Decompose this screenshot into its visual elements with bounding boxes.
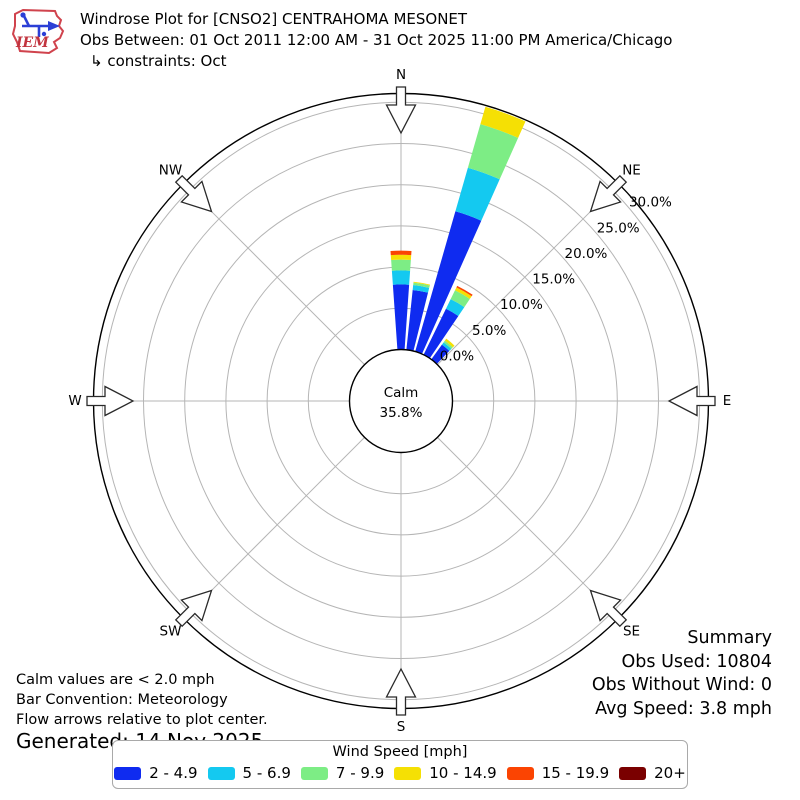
footnotes-block: Calm values are < 2.0 mph Bar Convention… <box>16 670 268 751</box>
flow-arrow <box>385 667 417 716</box>
obs-used: Obs Used: 10804 <box>621 651 773 672</box>
calm-label: Calm <box>384 385 419 401</box>
flow-arrow <box>589 589 628 628</box>
iem-logo: IEM <box>11 8 65 55</box>
legend-items: 2 - 4.9 5 - 6.9 7 - 9.9 10 - 14.9 15 - 1… <box>113 764 687 782</box>
legend-label: 10 - 14.9 <box>429 764 497 782</box>
wind-petal-segment <box>444 338 455 348</box>
wind-petal-segment <box>455 167 500 221</box>
obs-range-subtitle: Obs Between: 01 Oct 2011 12:00 AM - 31 O… <box>80 31 673 49</box>
summary-block: Summary Obs Used: 10804 Obs Without Wind… <box>592 627 772 721</box>
grid-spoke <box>437 183 619 365</box>
grid-spoke <box>437 437 619 619</box>
vane-cup <box>41 31 47 37</box>
ring-label: 25.0% <box>597 220 640 236</box>
logo-text: IEM <box>15 35 49 51</box>
weather-vane-icon <box>22 15 50 37</box>
wind-petal-segment <box>390 250 412 256</box>
ring-label: 5.0% <box>472 323 506 339</box>
wind-petal-segment <box>391 270 411 285</box>
ring-label: 10.0% <box>500 297 543 313</box>
flow-arrow <box>174 174 213 213</box>
legend-label: 5 - 6.9 <box>242 764 291 782</box>
wind-petal-segment <box>441 342 452 351</box>
compass-label: SW <box>160 624 182 640</box>
wind-petal-segment <box>450 290 470 308</box>
grid-spoke <box>183 183 365 365</box>
compass-label: W <box>68 393 81 409</box>
wind-petal-segment <box>412 285 430 293</box>
legend-item: 2 - 4.9 <box>114 764 198 782</box>
wind-petal-segment <box>443 340 453 349</box>
compass-label: NW <box>159 162 182 178</box>
header: Windrose Plot for [CNSO2] CENTRAHOMA MES… <box>80 9 672 72</box>
wind-petal-segment <box>392 284 410 350</box>
flow-arrow <box>86 385 135 417</box>
legend-swatch <box>394 766 422 780</box>
wind-petal-segment <box>423 308 459 359</box>
wind-petal-segment <box>406 289 429 352</box>
page-title: Windrose Plot for [CNSO2] CENTRAHOMA MES… <box>80 10 468 28</box>
legend-swatch <box>207 766 235 780</box>
grid-spoke <box>183 437 365 619</box>
wind-petal-segment <box>413 281 431 286</box>
summary-title: Summary <box>687 628 772 648</box>
legend-label: 15 - 19.9 <box>541 764 610 782</box>
flow-arrow <box>589 174 628 213</box>
legend-item: 15 - 19.9 <box>506 764 610 782</box>
legend-title: Wind Speed [mph] <box>332 744 468 760</box>
wind-petal-segment <box>480 106 526 138</box>
ring-label: 0.0% <box>440 348 474 364</box>
vane-cup <box>20 12 26 18</box>
flow-arrow <box>667 385 716 417</box>
wind-petal-segment <box>445 299 465 316</box>
calm-circle <box>348 348 454 454</box>
legend-item: 5 - 6.9 <box>207 764 291 782</box>
wind-petal-segment <box>456 285 473 297</box>
wind-petal-segment <box>467 124 519 180</box>
wind-speed-legend: Wind Speed [mph] 2 - 4.9 5 - 6.9 7 - 9.9… <box>112 740 688 789</box>
wind-petal-segment <box>415 211 482 354</box>
legend-swatch <box>300 766 328 780</box>
wind-petal-segment <box>455 287 472 299</box>
compass-label: E <box>723 393 732 409</box>
legend-label: 7 - 9.9 <box>335 764 385 782</box>
obs-without-wind: Obs Without Wind: 0 <box>591 675 772 695</box>
flow-arrow <box>385 86 417 135</box>
avg-speed: Avg Speed: 3.8 mph <box>595 698 772 719</box>
compass-label: SE <box>623 624 640 640</box>
flow-arrow <box>174 589 213 628</box>
legend-label: 20+ <box>654 764 686 782</box>
compass-label: NE <box>622 162 641 178</box>
compass-label: N <box>396 67 406 83</box>
flow-arrows-note: Flow arrows relative to plot center. <box>16 712 268 728</box>
legend-item: 10 - 14.9 <box>394 764 497 782</box>
bar-convention-note: Bar Convention: Meteorology <box>16 692 228 708</box>
wind-petal-segment <box>391 259 411 271</box>
legend-item: 7 - 9.9 <box>300 764 385 782</box>
wind-petal-segment <box>390 254 412 261</box>
compass-label: S <box>397 719 406 735</box>
legend-swatch <box>114 766 142 780</box>
calm-note: Calm values are < 2.0 mph <box>16 672 215 688</box>
calm-percentage: 35.8% <box>380 405 423 421</box>
ring-label: 20.0% <box>564 246 607 262</box>
ring-label: 15.0% <box>532 272 575 288</box>
legend-swatch <box>506 766 534 780</box>
ring-label: 30.0% <box>629 195 672 211</box>
legend-swatch <box>619 766 647 780</box>
legend-label: 2 - 4.9 <box>149 764 198 782</box>
wind-petal-segment <box>431 344 450 364</box>
vane-arrow <box>48 21 60 31</box>
legend-item: 20+ <box>619 764 686 782</box>
wind-petal-segment <box>413 282 430 288</box>
constraints-line: ↳ constraints: Oct <box>90 52 227 70</box>
